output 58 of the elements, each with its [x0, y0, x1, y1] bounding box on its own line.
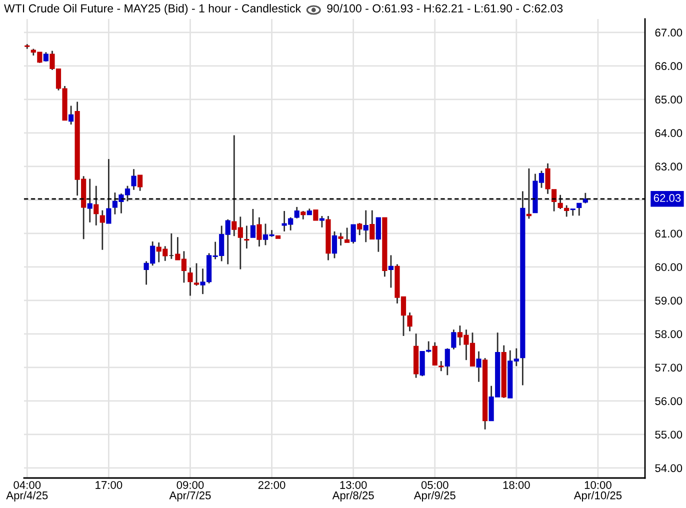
y-tick-label: 56.00 [655, 397, 682, 406]
candlestick [319, 215, 325, 228]
y-tick-label: 63.00 [655, 162, 682, 171]
candlestick [344, 227, 350, 244]
candlestick [350, 224, 356, 244]
y-tick-label: 61.00 [655, 230, 682, 238]
candlestick [131, 168, 136, 191]
x-tick-label: 18:00 [503, 481, 530, 489]
candlestick [244, 225, 250, 250]
candlestick [94, 185, 99, 226]
x-tick-label: 04:00 Apr/4/25 [6, 481, 48, 502]
candlestick [294, 206, 300, 220]
chart-title: WTI Crude Oil Future - MAY25 (Bid) - 1 hour - Candlestick [4, 4, 302, 15]
candlestick [576, 202, 582, 216]
x-tick-label: 05:00 Apr/9/25 [414, 481, 456, 502]
y-tick-label: 58.00 [655, 330, 682, 338]
candlestick [256, 216, 262, 248]
candlestick [194, 262, 200, 286]
y-tick-label: 64.00 [655, 129, 682, 138]
x-tick-label: 13:00 Apr/8/25 [332, 481, 374, 502]
candlestick [332, 230, 338, 259]
candlestick [564, 204, 570, 218]
y-tick-label: 65.00 [655, 96, 682, 104]
candlestick [137, 174, 143, 192]
y-tick-label: 57.00 [655, 364, 682, 372]
chart-subtitle: 90/100 - O:61.93 - H:62.21 - L:61.90 - C:62.03 [327, 4, 563, 12]
candlestick [476, 350, 482, 383]
candlestick [407, 312, 412, 332]
y-tick-label: 67.00 [655, 28, 682, 37]
y-tick-label: 66.00 [655, 62, 682, 70]
candlestick [338, 232, 344, 246]
candlestick [357, 222, 362, 236]
candlestick [106, 158, 112, 224]
candlestick [438, 360, 444, 372]
y-tick-label: 55.00 [655, 430, 682, 439]
candlestick [68, 105, 74, 126]
ref-line-label: 62.03 [654, 194, 681, 202]
candlestick [432, 342, 438, 366]
candlestick [526, 168, 532, 220]
y-tick-label: 60.00 [655, 263, 682, 272]
candlestick [451, 328, 456, 350]
y-tick-label: 59.00 [655, 296, 682, 305]
candlestick [558, 194, 563, 210]
candlestick [313, 210, 318, 221]
candlestick [376, 216, 381, 253]
candlestick [370, 210, 375, 240]
candlestick [250, 208, 256, 238]
candlestick [363, 210, 368, 243]
y-tick-label: 54.00 [655, 464, 682, 472]
x-tick-label: 10:00 Apr/10/25 [574, 481, 622, 502]
candlestick [87, 178, 92, 224]
candlestick [100, 210, 105, 251]
candlestick [444, 348, 450, 376]
candlestick [388, 254, 394, 288]
x-tick-label: 22:00 [258, 481, 286, 489]
candlestick [188, 266, 193, 296]
x-tick-label: 09:00 Apr/7/25 [169, 481, 211, 502]
x-tick-label: 17:00 [96, 481, 122, 489]
